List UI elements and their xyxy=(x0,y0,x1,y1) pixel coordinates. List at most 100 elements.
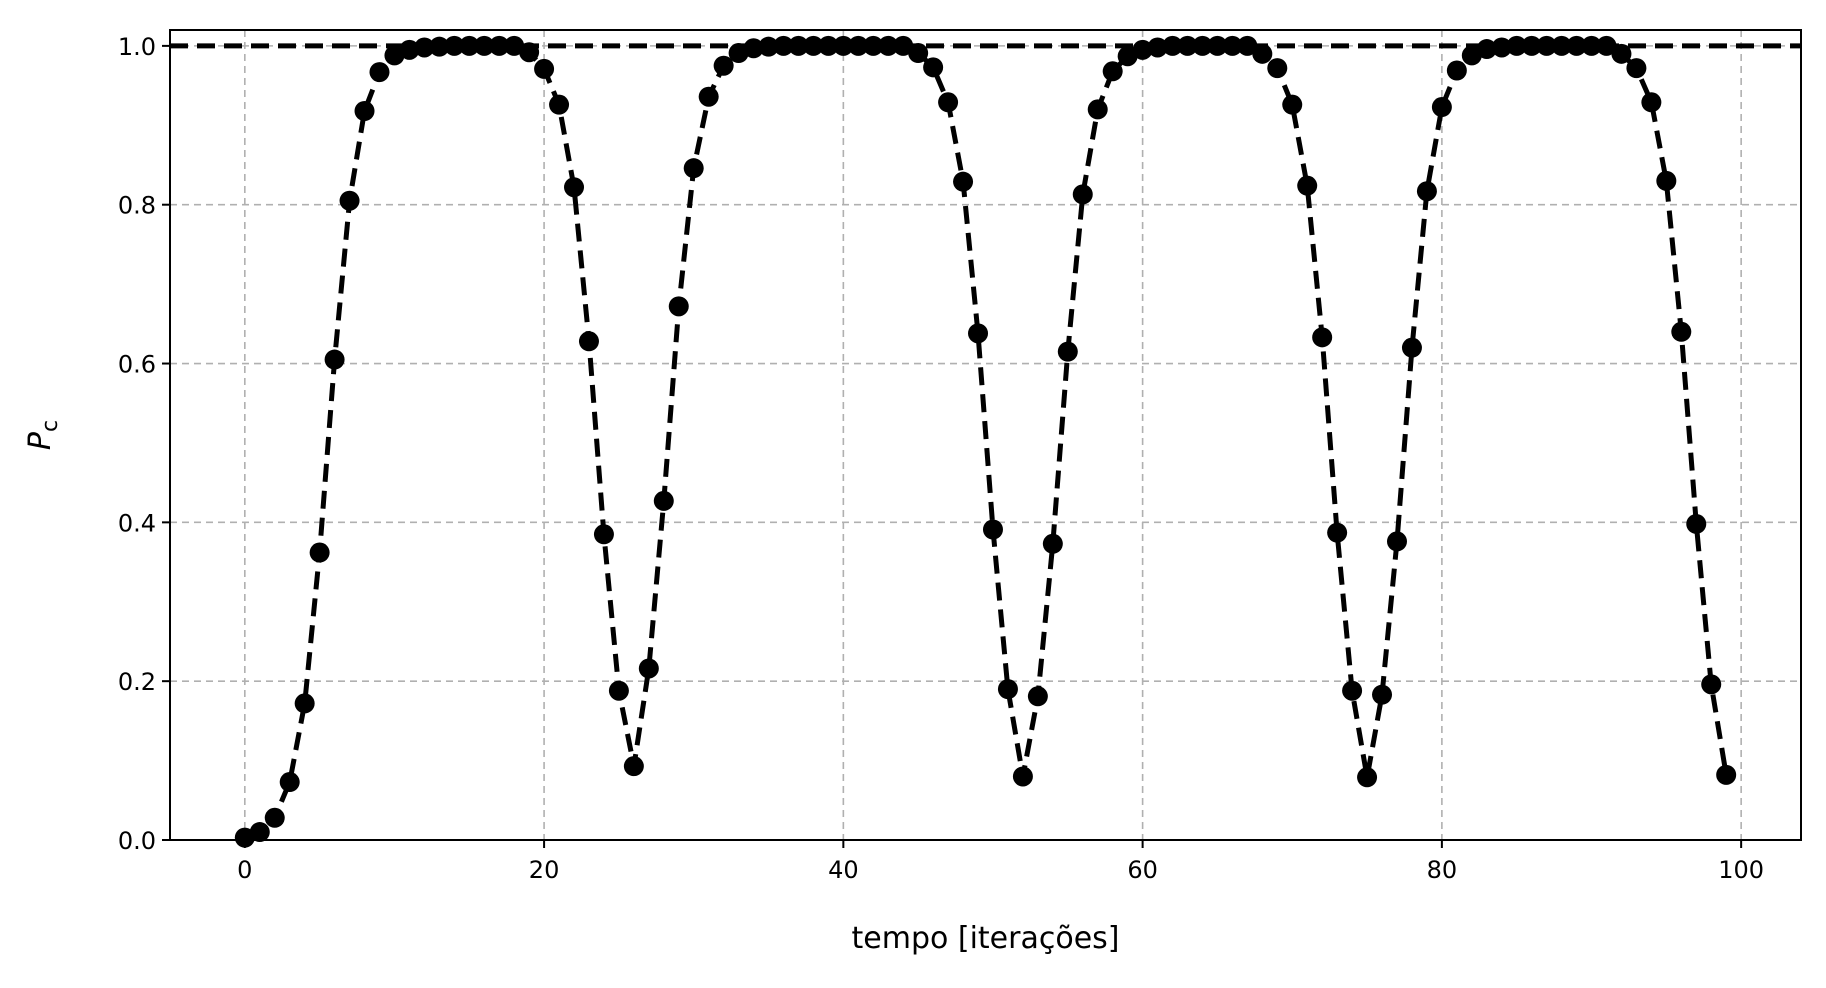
data-point xyxy=(549,94,570,115)
data-point xyxy=(1671,321,1692,342)
data-point xyxy=(1267,58,1288,79)
axis-ticks: 0 20 40 60 80 100 0.0 0.2 0.4 0.6 0.8 1.0 xyxy=(118,33,1764,884)
x-tick-label: 80 xyxy=(1427,856,1458,884)
data-point xyxy=(1506,35,1527,56)
data-point xyxy=(608,680,629,701)
data-point xyxy=(1102,61,1123,82)
data-point xyxy=(773,35,794,56)
data-point xyxy=(683,158,704,179)
data-point xyxy=(788,35,809,56)
data-point xyxy=(459,35,480,56)
data-point xyxy=(1087,99,1108,120)
data-point xyxy=(833,35,854,56)
data-point xyxy=(504,35,525,56)
data-point xyxy=(1027,686,1048,707)
x-tick-label: 20 xyxy=(529,856,560,884)
data-point xyxy=(1147,37,1168,58)
y-tick-label: 0.4 xyxy=(118,509,156,537)
data-point xyxy=(1521,35,1542,56)
data-point xyxy=(489,35,510,56)
data-point xyxy=(1461,45,1482,66)
data-point xyxy=(893,35,914,56)
data-point xyxy=(1207,35,1228,56)
data-point xyxy=(1237,35,1258,56)
data-point xyxy=(399,39,420,60)
data-point xyxy=(1386,531,1407,552)
data-point xyxy=(1162,35,1183,56)
data-point xyxy=(249,822,270,843)
data-point xyxy=(878,35,899,56)
data-point xyxy=(623,756,644,777)
data-point xyxy=(1431,97,1452,118)
data-point xyxy=(474,35,495,56)
plot-frame xyxy=(169,29,1802,841)
data-point xyxy=(414,37,435,58)
data-point xyxy=(309,542,330,563)
data-point xyxy=(1042,533,1063,554)
data-point xyxy=(1446,60,1467,81)
data-point xyxy=(1222,35,1243,56)
data-point xyxy=(1372,684,1393,705)
data-point xyxy=(1626,58,1647,79)
series-line xyxy=(243,43,1729,840)
data-point xyxy=(803,35,824,56)
x-axis-label: tempo [iterações] xyxy=(852,921,1120,956)
data-point xyxy=(1716,764,1737,785)
data-point xyxy=(818,35,839,56)
data-point xyxy=(1057,341,1078,362)
data-point xyxy=(938,92,959,113)
data-point xyxy=(1312,327,1333,348)
data-point xyxy=(758,36,779,57)
data-point xyxy=(1581,35,1602,56)
data-point xyxy=(1641,92,1662,113)
data-point xyxy=(1491,37,1512,58)
y-tick-label: 0.8 xyxy=(118,192,156,220)
data-point xyxy=(1012,766,1033,787)
data-point xyxy=(848,35,869,56)
data-point xyxy=(1701,674,1722,695)
data-point xyxy=(1342,680,1363,701)
data-point xyxy=(953,171,974,192)
data-point xyxy=(324,349,345,370)
data-point xyxy=(1566,35,1587,56)
data-point xyxy=(1072,184,1093,205)
data-point xyxy=(1656,170,1677,191)
data-point xyxy=(1536,35,1557,56)
data-point xyxy=(1117,46,1138,67)
data-point xyxy=(564,177,585,198)
data-point xyxy=(1297,175,1318,196)
data-point xyxy=(1177,35,1198,56)
data-point xyxy=(1401,337,1422,358)
data-point xyxy=(653,490,674,511)
data-point xyxy=(713,55,734,76)
data-point xyxy=(593,524,614,545)
y-axis-label: Pc xyxy=(23,420,63,450)
data-point xyxy=(1357,767,1378,788)
data-point xyxy=(908,43,929,64)
data-point xyxy=(444,35,465,56)
data-point xyxy=(369,62,390,83)
data-point xyxy=(354,101,375,121)
data-point xyxy=(339,190,360,211)
data-point xyxy=(968,323,989,344)
data-point xyxy=(923,57,944,78)
data-point xyxy=(429,36,450,57)
data-point xyxy=(863,35,884,56)
data-point xyxy=(519,42,540,63)
data-point xyxy=(534,58,555,79)
data-point xyxy=(578,331,599,352)
data-point xyxy=(997,679,1018,700)
x-tick-label: 100 xyxy=(1718,856,1764,884)
y-tick-label: 0.6 xyxy=(118,351,156,379)
data-point xyxy=(1476,39,1497,60)
y-axis-label-subscript: c xyxy=(38,420,63,432)
y-tick-label: 1.0 xyxy=(118,33,156,61)
data-point xyxy=(1252,43,1273,64)
data-point xyxy=(1327,522,1348,543)
data-point xyxy=(1551,35,1572,56)
data-point xyxy=(1686,513,1707,534)
data-point xyxy=(264,807,285,828)
y-tick-label: 0.0 xyxy=(118,827,156,855)
data-point xyxy=(698,86,719,107)
